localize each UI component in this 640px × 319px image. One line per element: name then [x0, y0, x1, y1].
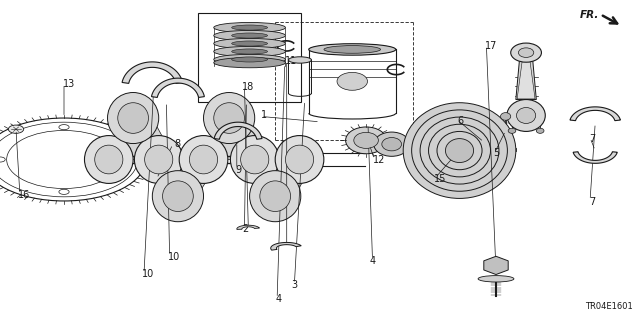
Ellipse shape: [145, 145, 173, 174]
Ellipse shape: [214, 30, 285, 41]
Ellipse shape: [232, 25, 268, 30]
Text: TR04E1601: TR04E1601: [584, 302, 632, 311]
Ellipse shape: [214, 103, 244, 133]
Polygon shape: [573, 152, 617, 163]
Ellipse shape: [204, 93, 255, 144]
Text: 3: 3: [291, 279, 298, 290]
Ellipse shape: [95, 145, 123, 174]
Ellipse shape: [536, 128, 544, 133]
Ellipse shape: [179, 136, 228, 183]
Polygon shape: [214, 122, 262, 139]
Ellipse shape: [508, 128, 516, 133]
Ellipse shape: [518, 48, 534, 57]
Ellipse shape: [214, 54, 285, 64]
Ellipse shape: [289, 57, 312, 63]
Ellipse shape: [507, 100, 545, 131]
Polygon shape: [271, 242, 301, 250]
Ellipse shape: [478, 276, 514, 282]
Ellipse shape: [214, 22, 285, 33]
Text: 18: 18: [242, 82, 254, 92]
Ellipse shape: [214, 38, 285, 48]
Ellipse shape: [403, 103, 516, 198]
Ellipse shape: [152, 171, 204, 222]
Bar: [198, 13, 301, 102]
Ellipse shape: [232, 33, 268, 38]
Text: 15: 15: [434, 174, 446, 184]
Polygon shape: [210, 118, 271, 160]
Ellipse shape: [134, 136, 183, 183]
Polygon shape: [237, 225, 259, 229]
Ellipse shape: [275, 136, 324, 183]
Text: 1: 1: [261, 110, 268, 120]
Text: 9: 9: [236, 165, 242, 175]
Ellipse shape: [8, 125, 24, 133]
Text: 16: 16: [18, 190, 30, 200]
Ellipse shape: [516, 108, 536, 123]
Polygon shape: [159, 160, 220, 196]
Ellipse shape: [500, 113, 511, 120]
Polygon shape: [122, 62, 182, 83]
Ellipse shape: [214, 57, 285, 68]
Ellipse shape: [232, 57, 268, 62]
Ellipse shape: [189, 145, 218, 174]
Ellipse shape: [511, 43, 541, 62]
Text: 13: 13: [63, 78, 75, 89]
Ellipse shape: [346, 127, 387, 154]
Text: 14: 14: [389, 141, 401, 151]
Text: 7: 7: [589, 134, 595, 144]
Polygon shape: [114, 118, 175, 160]
Ellipse shape: [118, 103, 148, 133]
Ellipse shape: [308, 44, 396, 55]
Ellipse shape: [230, 136, 279, 183]
Polygon shape: [516, 57, 536, 100]
Ellipse shape: [108, 93, 159, 144]
Text: 4: 4: [370, 256, 376, 266]
Text: 10: 10: [168, 252, 180, 262]
Text: FR.: FR.: [580, 10, 599, 20]
Polygon shape: [256, 160, 316, 196]
Text: 10: 10: [142, 269, 154, 279]
Text: 6: 6: [457, 115, 463, 126]
Ellipse shape: [214, 46, 285, 56]
Text: 2: 2: [242, 224, 248, 234]
Text: 12: 12: [372, 155, 385, 165]
Text: 8: 8: [174, 139, 180, 149]
Ellipse shape: [382, 137, 401, 151]
Ellipse shape: [250, 171, 301, 222]
Ellipse shape: [354, 132, 378, 148]
Text: 5: 5: [493, 148, 499, 158]
Text: 7: 7: [589, 197, 595, 207]
Polygon shape: [152, 78, 204, 98]
Ellipse shape: [337, 72, 367, 90]
Ellipse shape: [163, 181, 193, 211]
Ellipse shape: [374, 132, 410, 156]
Text: 11: 11: [285, 56, 297, 66]
Polygon shape: [570, 107, 620, 121]
Ellipse shape: [84, 136, 133, 183]
Ellipse shape: [285, 145, 314, 174]
Polygon shape: [517, 56, 535, 99]
Text: 17: 17: [485, 41, 497, 51]
Ellipse shape: [324, 46, 381, 53]
Ellipse shape: [232, 41, 268, 46]
Polygon shape: [484, 256, 508, 275]
Ellipse shape: [445, 138, 474, 163]
Ellipse shape: [241, 145, 269, 174]
Ellipse shape: [232, 49, 268, 54]
Text: 4: 4: [275, 294, 282, 304]
Ellipse shape: [260, 181, 291, 211]
